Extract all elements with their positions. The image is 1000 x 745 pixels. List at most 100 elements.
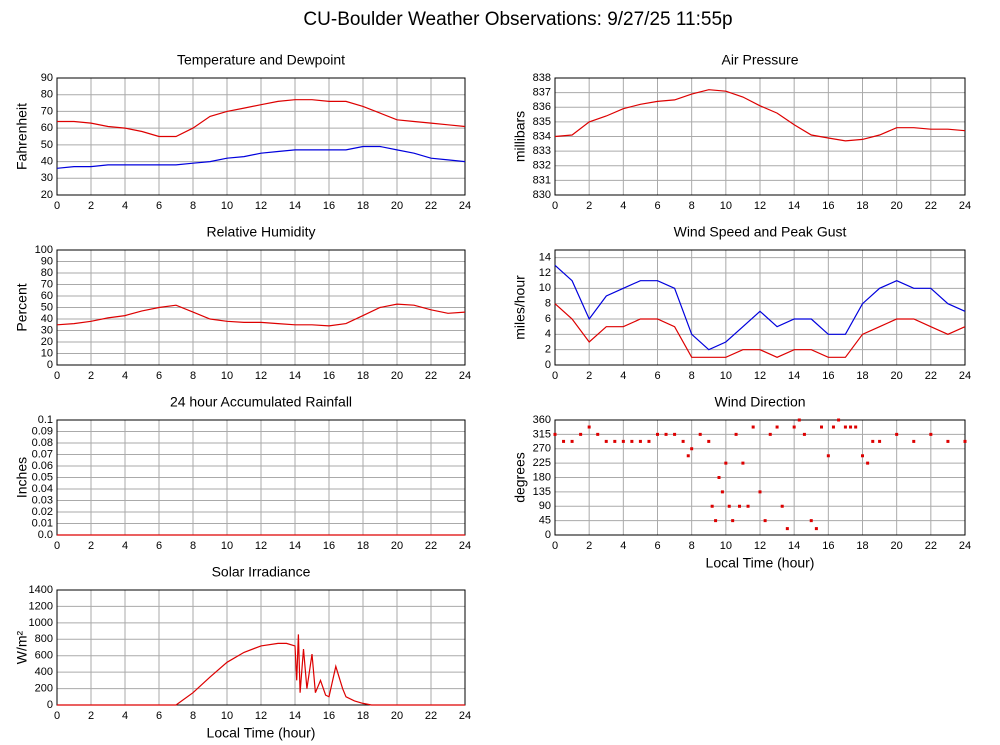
data-line: [56, 145, 466, 169]
x-tick-label: 8: [689, 370, 695, 382]
data-point: [866, 461, 870, 465]
y-tick-label: 2: [545, 344, 551, 356]
x-tick-label: 20: [391, 370, 403, 382]
x-tick-label: 0: [54, 200, 60, 212]
data-point: [596, 432, 600, 436]
data-point: [686, 454, 690, 458]
y-tick-label: 80: [41, 89, 53, 101]
y-tick-label: 20: [41, 336, 53, 348]
x-tick-label: 24: [959, 200, 971, 212]
data-point: [717, 476, 721, 479]
x-tick-label: 24: [459, 200, 471, 212]
y-tick-label: 400: [35, 666, 53, 678]
y-tick-label: 0.09: [32, 425, 53, 437]
y-tick-label: 8: [545, 298, 551, 310]
x-tick-label: 4: [122, 540, 128, 552]
x-tick-label: 4: [620, 370, 626, 382]
data-point: [946, 439, 950, 443]
data-point: [613, 439, 617, 443]
data-line: [57, 634, 465, 706]
y-tick-label: 30: [41, 172, 53, 184]
plot-frame: [56, 249, 466, 366]
x-tick-label: 22: [425, 540, 437, 552]
y-axis-label: Inches: [14, 457, 30, 498]
data-point: [814, 527, 818, 531]
x-tick-label: 24: [459, 710, 471, 722]
y-tick-label: 1000: [29, 617, 53, 629]
data-point: [734, 432, 738, 436]
data-point: [861, 454, 864, 458]
y-tick-label: 30: [41, 324, 53, 336]
y-tick-label: 0.03: [32, 494, 53, 506]
x-tick-label: 2: [88, 200, 94, 212]
x-tick-label: 12: [754, 200, 766, 212]
y-tick-label: 45: [539, 515, 551, 527]
x-axis-label: Local Time (hour): [207, 725, 316, 741]
data-point: [809, 519, 813, 523]
x-tick-label: 8: [190, 540, 196, 552]
x-axis-label: Local Time (hour): [706, 555, 815, 571]
data-point: [738, 504, 741, 508]
x-tick-label: 24: [459, 370, 471, 382]
x-tick-label: 6: [654, 200, 660, 212]
data-point: [647, 439, 651, 443]
y-tick-label: 60: [41, 122, 53, 134]
x-tick-label: 18: [856, 540, 868, 552]
data-point: [664, 432, 668, 436]
y-tick-label: 0.04: [32, 483, 53, 495]
y-tick-label: 70: [41, 278, 53, 290]
x-tick-label: 2: [88, 540, 94, 552]
y-tick-label: 0.0: [38, 529, 53, 541]
y-tick-label: 0: [47, 699, 53, 711]
y-tick-label: 80: [41, 267, 53, 279]
data-point: [820, 425, 823, 429]
data-point: [553, 432, 557, 436]
x-tick-label: 22: [925, 200, 937, 212]
y-axis-label: miles/hour: [512, 275, 528, 340]
data-point: [707, 439, 711, 443]
y-tick-label: 50: [41, 301, 53, 313]
y-axis-label: millibars: [512, 111, 528, 162]
y-tick-label: 837: [533, 87, 551, 99]
data-point: [741, 461, 745, 465]
x-tick-label: 4: [122, 710, 128, 722]
data-line: [554, 89, 966, 142]
data-point: [758, 490, 762, 494]
data-point: [720, 490, 724, 494]
y-tick-label: 830: [533, 189, 551, 201]
data-point: [630, 439, 634, 443]
y-tick-label: 836: [533, 101, 551, 113]
data-point: [780, 504, 784, 508]
y-tick-label: 0.08: [32, 437, 53, 449]
y-tick-label: 832: [533, 160, 551, 172]
x-tick-label: 22: [925, 370, 937, 382]
y-tick-label: 600: [35, 650, 53, 662]
chart-title: Temperature and Dewpoint: [177, 52, 345, 68]
data-point: [895, 432, 899, 436]
plot-frame: [554, 419, 966, 536]
y-tick-label: 10: [41, 347, 53, 359]
data-point: [562, 439, 566, 443]
x-tick-label: 0: [54, 540, 60, 552]
x-tick-label: 0: [54, 370, 60, 382]
x-tick-label: 8: [689, 540, 695, 552]
data-point: [656, 432, 659, 436]
y-tick-label: 833: [533, 145, 551, 157]
data-point: [746, 504, 750, 508]
x-tick-label: 12: [754, 540, 766, 552]
x-tick-label: 10: [221, 370, 233, 382]
x-tick-label: 14: [788, 540, 800, 552]
x-tick-label: 12: [255, 540, 267, 552]
x-tick-label: 10: [221, 540, 233, 552]
x-tick-label: 0: [54, 710, 60, 722]
y-tick-label: 20: [41, 189, 53, 201]
data-point: [912, 439, 916, 443]
x-tick-label: 14: [289, 710, 301, 722]
data-point: [963, 439, 967, 443]
x-tick-label: 16: [323, 370, 335, 382]
x-tick-label: 6: [156, 370, 162, 382]
data-point: [673, 432, 677, 436]
y-tick-label: 6: [545, 313, 551, 325]
data-point: [731, 519, 735, 523]
x-tick-label: 4: [122, 200, 128, 212]
